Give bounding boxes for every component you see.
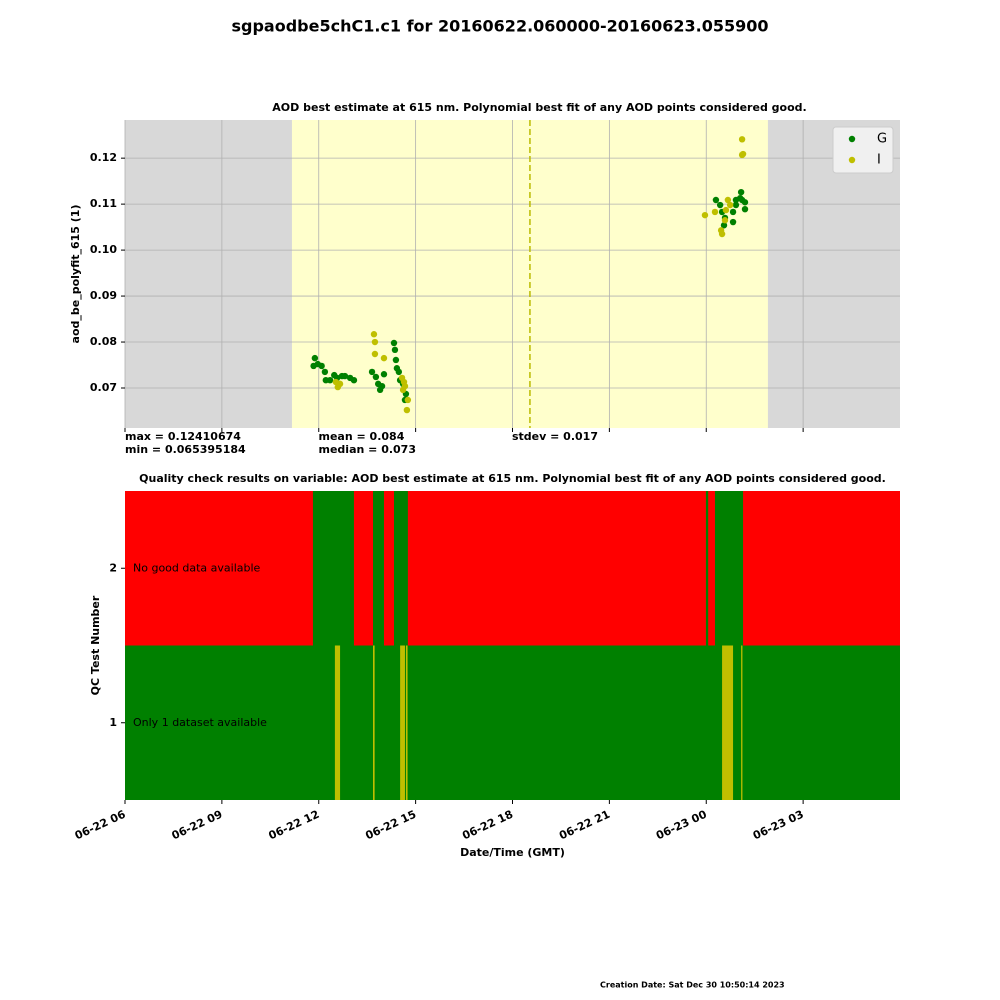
x-tick-label: 06-22 09 [170,808,225,843]
data-point [371,338,379,346]
qc-segment [312,491,354,646]
data-point [738,151,746,159]
data-point [326,376,334,384]
legend-box [832,126,894,174]
data-point [310,362,317,370]
data-point [724,196,732,204]
data-point [729,208,737,216]
x-tick-label: 06-23 00 [654,808,709,843]
data-point [392,356,400,364]
data-point [368,368,376,376]
legend-label: G [877,132,887,147]
footer: Creation Date: Sat Dec 30 10:50:14 2023 [600,981,785,990]
data-point [721,217,729,224]
data-point [321,368,329,376]
data-point [311,354,319,362]
data-point [318,362,325,370]
data-point [403,406,411,414]
y-tick-label: 2 [109,561,117,574]
qc-segment [722,645,734,800]
qc-segment [125,491,900,646]
x-tick-label: 06-22 06 [73,808,128,843]
data-point [380,354,388,362]
qc-segment [125,645,900,800]
stat-text: min = 0.065395184 [125,443,246,456]
x-tick-label: 06-22 15 [363,808,418,843]
qc-segment [373,491,384,646]
y-tick-label: 1 [109,716,117,729]
row-label: Only 1 dataset available [133,716,267,729]
x-tick-label: 06-22 18 [460,808,515,843]
stat-text: max = 0.12410674 [125,430,241,443]
qc-segment [714,491,744,646]
data-point [341,372,349,380]
qc-segment [373,645,375,800]
data-point [741,199,749,206]
stat-text: median = 0.073 [319,443,417,456]
data-point [395,368,403,376]
data-point [350,376,358,384]
legend-marker [848,156,856,164]
qc-segment [393,491,408,646]
y-tick-label: 0.09 [90,289,117,302]
data-point [378,382,386,390]
chart-title: AOD best estimate at 615 nm. Polynomial … [272,101,806,114]
legend-label: I [877,153,881,168]
data-point [738,136,746,143]
legend-marker [848,135,856,143]
page-title: sgpaodbe5chC1.c1 for 20160622.060000-201… [231,17,768,36]
qc-segment [334,645,341,800]
qc-segment [741,645,743,800]
row-label: No good data available [133,561,261,574]
data-point [726,201,734,209]
data-point [741,205,749,213]
data-point [729,218,737,226]
data-point [732,201,740,209]
qc-segment [400,645,405,800]
data-point [399,386,407,394]
data-point [720,222,728,229]
data-point [701,211,709,219]
y-tick-label: 0.07 [90,381,117,394]
chart-title: Quality check results on variable: AOD b… [139,472,886,485]
y-axis-label: QC Test Number [89,595,102,695]
data-point [718,230,726,238]
data-point [404,396,412,404]
data-point [712,196,720,204]
x-axis-label: Date/Time (GMT) [460,846,565,859]
x-tick-label: 06-22 21 [557,808,612,843]
x-tick-label: 06-23 03 [751,808,806,843]
data-point [372,373,380,381]
data-point [716,201,724,209]
data-point [380,371,388,378]
x-tick-label: 06-22 12 [267,808,322,843]
data-point [336,380,344,388]
data-point [711,208,719,216]
y-tick-label: 0.12 [90,151,117,164]
data-point [370,331,378,338]
qc-segment [705,491,709,646]
y-tick-label: 0.08 [90,335,117,348]
data-point [722,206,730,214]
stat-text: stdev = 0.017 [512,430,598,443]
data-point [391,346,399,354]
data-point [371,350,379,358]
qc-segment [405,645,408,800]
y-axis-label: aod_be_polyfit_615 (1) [69,205,82,344]
stat-text: mean = 0.084 [319,430,405,443]
y-tick-label: 0.11 [90,197,117,210]
y-tick-label: 0.10 [90,243,117,256]
data-point [390,339,398,347]
data-point [737,188,745,196]
